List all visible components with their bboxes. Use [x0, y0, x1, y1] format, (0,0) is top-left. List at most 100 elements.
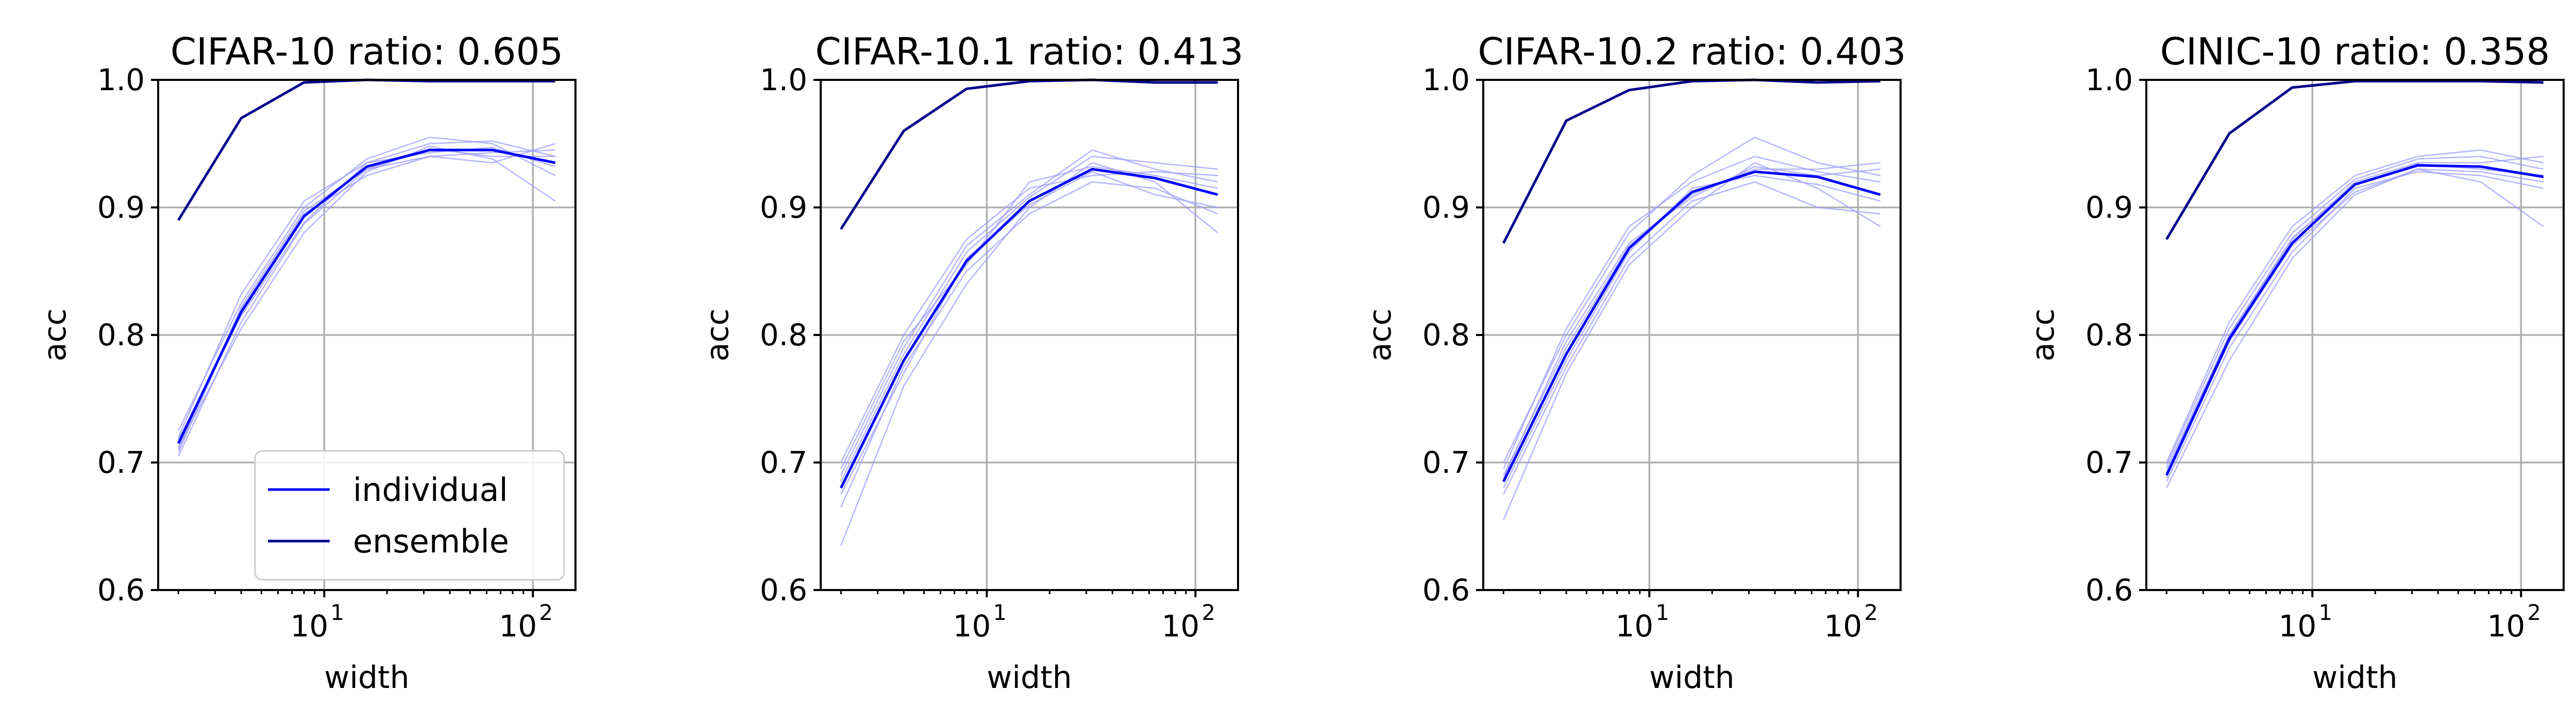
run-line [840, 149, 1218, 476]
series-line-individual [2165, 164, 2544, 476]
y-axis-label: acc [2025, 309, 2061, 362]
run-line [178, 137, 556, 431]
y-tick-label: 0.7 [97, 445, 145, 480]
x-tick-base: 10 [1162, 609, 1200, 644]
run-line [840, 162, 1218, 546]
y-tick-label: 1.0 [760, 62, 807, 97]
y-tick-label: 1.0 [1422, 62, 1470, 97]
run-line [178, 149, 555, 453]
series-line-ensemble [2165, 79, 2544, 240]
grid [821, 79, 1238, 591]
x-tick-base: 10 [1616, 609, 1654, 644]
grid [1483, 79, 1901, 591]
series-line-ensemble [1502, 78, 1880, 244]
x-tick-base: 10 [499, 609, 537, 644]
x-tick-exponent: 2 [1864, 600, 1878, 625]
chart-title: CIFAR-10.1 ratio: 0.413 [815, 30, 1243, 73]
run-line [840, 181, 1218, 508]
x-tick-label: 10 2 [1162, 600, 1216, 644]
y-tick-label: 0.7 [2086, 445, 2133, 480]
x-tick-base: 10 [2279, 609, 2317, 644]
x-axis-label: width [1649, 660, 1734, 696]
run-line [2166, 171, 2544, 482]
individual-runs [2166, 149, 2544, 489]
x-tick-base: 10 [1824, 609, 1862, 644]
x-tick-exponent: 1 [1655, 600, 1669, 625]
legend-box [254, 450, 565, 581]
x-tick-label: 10 2 [499, 600, 553, 644]
chart-title: CIFAR-10 ratio: 0.605 [171, 30, 563, 73]
x-tick-exponent: 1 [2318, 600, 2332, 625]
run-line [2166, 169, 2544, 478]
x-axis-label: width [324, 660, 409, 696]
x-tick-base: 10 [291, 609, 329, 644]
x-tick-base: 10 [2487, 609, 2526, 644]
y-tick-label: 0.7 [760, 445, 807, 480]
y-tick-label: 0.6 [2086, 573, 2133, 608]
x-tick-exponent: 2 [2527, 600, 2541, 625]
y-tick-label: 0.9 [2086, 190, 2133, 225]
run-line [2166, 149, 2544, 463]
run-line [1503, 137, 1881, 463]
run-line [840, 156, 1218, 482]
y-tick-label: 0.9 [1422, 190, 1470, 225]
y-tick-label: 0.6 [97, 573, 145, 608]
y-tick-label: 1.0 [2086, 62, 2133, 97]
chart-title: CINIC-10 ratio: 0.358 [2160, 30, 2550, 73]
run-line [1503, 181, 1880, 495]
y-tick-label: 0.7 [1422, 445, 1470, 480]
x-axis-label: width [987, 660, 1072, 696]
y-tick-label: 0.9 [760, 190, 807, 225]
series-line-individual [1502, 170, 1881, 482]
y-axis-label: acc [37, 309, 73, 362]
x-tick-label: 10 2 [2487, 600, 2541, 644]
run-line [1503, 162, 1880, 476]
x-tick-base: 10 [953, 609, 991, 644]
run-line [1503, 162, 1881, 520]
run-line [1503, 175, 1881, 489]
series-line-individual [840, 167, 1218, 489]
x-tick-exponent: 1 [993, 600, 1007, 625]
x-tick-exponent: 2 [1201, 600, 1215, 625]
run-line [840, 171, 1218, 495]
y-tick-label: 1.0 [97, 62, 145, 97]
run-line [2166, 156, 2544, 469]
y-tick-label: 0.6 [760, 573, 807, 608]
run-line [1503, 156, 1880, 469]
x-axis-label: width [2312, 660, 2397, 696]
y-tick-label: 0.8 [760, 317, 807, 352]
run-line [1503, 166, 1880, 478]
x-tick-label: 10 2 [1824, 600, 1878, 644]
x-tick-label: 10 1 [291, 600, 345, 644]
grid [2146, 79, 2564, 591]
run-line [840, 171, 1218, 463]
run-line [2166, 169, 2544, 489]
series-line-ensemble [840, 78, 1218, 230]
run-line [178, 148, 555, 450]
x-tick-exponent: 2 [539, 600, 553, 625]
y-axis-label: acc [700, 309, 736, 362]
y-axis-label: acc [1362, 309, 1398, 362]
x-tick-label: 10 1 [953, 600, 1007, 644]
legend-label-ensemble: ensemble [353, 523, 509, 560]
run-line [2166, 156, 2544, 465]
series-line-individual [177, 148, 556, 444]
y-tick-label: 0.8 [2086, 317, 2133, 352]
run-line [178, 145, 556, 448]
chart-title: CIFAR-10.2 ratio: 0.403 [1478, 30, 1906, 73]
run-line [2166, 163, 2544, 473]
y-tick-label: 0.9 [97, 190, 145, 225]
x-tick-label: 10 1 [2279, 600, 2333, 644]
y-tick-label: 0.8 [97, 317, 145, 352]
legend: individual ensemble [254, 450, 565, 581]
run-line [178, 143, 556, 457]
y-tick-label: 0.8 [1422, 317, 1470, 352]
run-line [840, 166, 1218, 469]
individual-runs [178, 137, 556, 457]
